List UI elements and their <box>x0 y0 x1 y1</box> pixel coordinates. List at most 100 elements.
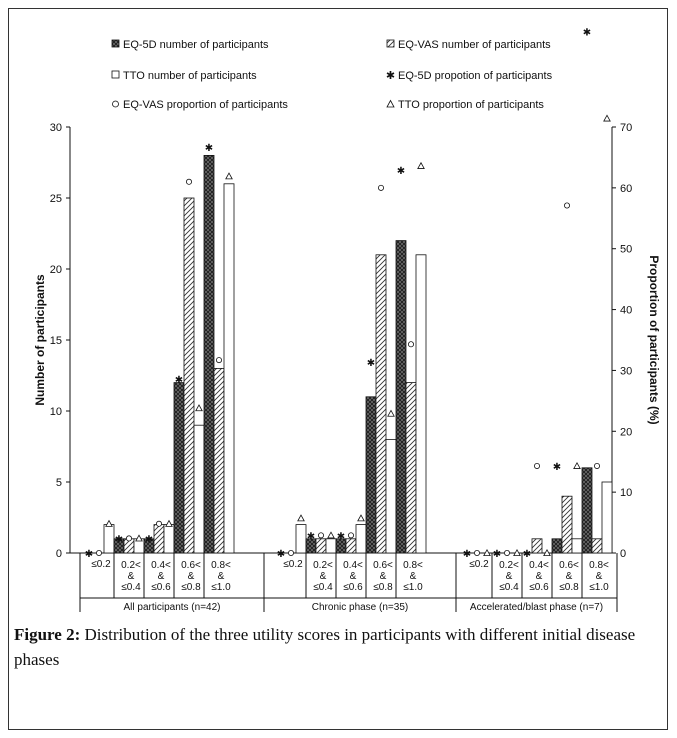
figure-frame <box>8 8 668 730</box>
marker-tto-proportion <box>225 172 233 180</box>
category-label: 0.2< <box>121 560 141 571</box>
marker-eqvas-proportion <box>347 532 354 539</box>
marker-tto-proportion <box>165 519 173 527</box>
marker-tto-proportion <box>417 161 425 169</box>
category-label: ≤0.8 <box>559 582 579 593</box>
legend-label: TTO number of participants <box>123 70 257 82</box>
marker-eqvas-proportion <box>96 550 103 557</box>
right-tick-label: 30 <box>620 365 632 377</box>
category-label: ≤1.0 <box>211 582 231 593</box>
category-label: & <box>380 571 387 582</box>
category-label: ≤0.6 <box>529 582 549 593</box>
bar-eqvas_n <box>315 538 327 554</box>
marker-tto-proportion <box>357 514 365 522</box>
marker-tto-proportion <box>327 531 335 539</box>
marker-eqvas-proportion <box>215 357 222 364</box>
bar-eqvas_n <box>345 538 357 554</box>
group-label: Chronic phase (n=35) <box>312 602 408 613</box>
right-axis-title: Proportion of participants (%) <box>647 255 661 424</box>
marker-eqvas-proportion <box>534 462 541 469</box>
category-label: ≤0.6 <box>151 582 171 593</box>
legend-entry-eqvas_p: EQ-VAS proportion of participants <box>112 99 288 111</box>
legend: EQ-5D number of participants EQ-VAS numbe… <box>111 39 553 111</box>
legend-label: EQ-VAS proportion of participants <box>123 99 288 111</box>
category-label: ≤0.8 <box>181 582 201 593</box>
marker-eqvas-proportion <box>564 202 571 209</box>
legend-entry-eqvas_n: EQ-VAS number of participants <box>386 39 551 51</box>
bar-eqvas_n <box>405 382 417 554</box>
marker-tto-proportion <box>135 534 143 542</box>
bar-eqvas_n <box>153 524 165 554</box>
bar-tto_n <box>295 524 307 554</box>
marker-eqvas-proportion <box>594 462 601 469</box>
left-tick-label: 15 <box>50 335 62 347</box>
category-label: & <box>506 571 513 582</box>
category-label: & <box>536 571 543 582</box>
axes: 0 5 10 15 20 25 30 0 10 20 30 40 50 60 70 Number of par… <box>33 122 661 560</box>
legend-swatch <box>386 99 395 108</box>
marker-tto-proportion <box>603 114 611 122</box>
marker-eq5d-proportion: ✱ <box>145 534 153 545</box>
category-label: ≤1.0 <box>589 582 609 593</box>
bar-tto_n <box>601 481 613 554</box>
marker-eqvas-proportion <box>503 550 510 557</box>
category-label: ≤0.2 <box>283 559 303 570</box>
category-label: ≤0.4 <box>499 582 519 593</box>
category-label: 0.6< <box>559 560 579 571</box>
left-tick-label: 25 <box>50 193 62 205</box>
category-label: & <box>410 571 417 582</box>
bar-eqvas_n <box>561 495 573 554</box>
left-tick-label: 5 <box>56 477 62 489</box>
marker-tto-proportion <box>297 514 305 522</box>
marker-tto-proportion <box>105 519 113 527</box>
legend-swatch <box>112 100 119 108</box>
category-label: & <box>596 571 603 582</box>
legend-label: EQ-5D propotion of participants <box>398 70 553 82</box>
left-tick-label: 10 <box>50 406 62 418</box>
marker-tto-proportion <box>573 461 581 469</box>
marker-eqvas-proportion <box>407 341 414 348</box>
marker-eq5d-proportion: ✱ <box>307 531 315 542</box>
right-tick-label: 40 <box>620 305 632 317</box>
legend-label: EQ-VAS number of participants <box>398 39 551 51</box>
category-label: 0.6< <box>181 560 201 571</box>
marker-tto-proportion <box>387 409 395 417</box>
marker-eqvas-proportion <box>185 178 192 185</box>
proportion-markers: ✱ ✱ ✱ ✱ ✱ ✱ ✱ ✱ ✱ ✱ ✱ ✱ ✱ ✱ ✱ <box>85 27 611 560</box>
legend-swatch <box>111 39 120 48</box>
caption-text: Distribution of the three utility scores… <box>14 625 636 669</box>
marker-eq5d-proportion: ✱ <box>583 27 591 38</box>
category-label: ≤0.2 <box>91 559 111 570</box>
marker-eq5d-proportion: ✱ <box>115 534 123 545</box>
marker-tto-proportion <box>543 548 551 556</box>
category-label: 0.6< <box>373 560 393 571</box>
marker-eq5d-proportion: ✱ <box>493 549 501 560</box>
category-label: ≤0.4 <box>313 582 333 593</box>
bar-eqvas_n <box>531 538 543 554</box>
category-label: & <box>350 571 357 582</box>
category-label: 0.2< <box>313 560 333 571</box>
right-tick-label: 10 <box>620 487 632 499</box>
category-label: 0.8< <box>403 560 423 571</box>
bar-tto_n <box>325 538 337 554</box>
bar-eqvas_n <box>591 538 603 554</box>
marker-eqvas-proportion <box>155 520 162 527</box>
bar-tto_n <box>163 524 175 554</box>
marker-eq5d-proportion: ✱ <box>367 358 375 369</box>
category-label: ≤1.0 <box>403 582 423 593</box>
category-label: 0.4< <box>343 560 363 571</box>
category-label: & <box>188 571 195 582</box>
category-label: ≤0.2 <box>469 559 489 570</box>
left-axis-title: Number of participants <box>33 274 47 406</box>
category-label: ≤0.6 <box>343 582 363 593</box>
bar-tto_n <box>193 424 205 554</box>
group-label: Accelerated/blast phase (n=7) <box>470 602 603 613</box>
left-tick-label: 0 <box>56 548 62 560</box>
bar-tto_n <box>103 524 115 554</box>
bar-chart: EQ-5D number of participants EQ-VAS numbe… <box>33 27 661 613</box>
marker-eq5d-proportion: ✱ <box>397 166 405 177</box>
bar-tto_n <box>571 538 583 554</box>
caption-label: Figure 2: <box>14 625 81 644</box>
bar-eq5d_n <box>173 382 185 554</box>
category-label: & <box>566 571 573 582</box>
